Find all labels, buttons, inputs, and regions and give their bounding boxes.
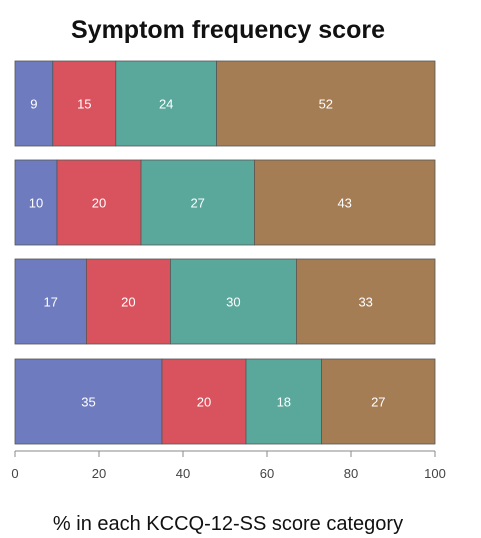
- data-label-row2-seg2: 20: [92, 196, 106, 211]
- data-label-row3-seg4: 33: [358, 295, 372, 310]
- bar-segment-row1-seg4: [216, 60, 436, 147]
- x-tick-label-0: 0: [11, 466, 18, 481]
- x-tick-label-100: 100: [424, 466, 446, 481]
- bar-segment-row3-seg4: [295, 258, 436, 345]
- bar-segment-row4-seg3: [245, 358, 322, 445]
- bars-group: 9 15 24 52 10 20 27 43 17 20 30 33 35 20 18 27: [14, 60, 436, 445]
- data-label-row1-seg4: 52: [319, 97, 333, 112]
- x-tick-label-40: 40: [176, 466, 190, 481]
- bar-segment-row3-seg1: [14, 258, 87, 345]
- bar-segment-row2-seg1: [14, 159, 58, 246]
- bar-row-2: 10 20 27 43: [14, 159, 436, 246]
- bar-segment-row4-seg2: [161, 358, 247, 445]
- bar-segment-row1-seg2: [52, 60, 117, 147]
- data-label-row2-seg3: 27: [190, 196, 204, 211]
- chart-title: Symptom frequency score: [71, 16, 385, 44]
- data-label-row4-seg1: 35: [81, 395, 95, 410]
- data-label-row4-seg3: 18: [277, 395, 291, 410]
- bar-segment-row3-seg2: [86, 258, 171, 345]
- bar-row-1: 9 15 24 52: [14, 60, 436, 147]
- bar-segment-row4-seg1: [14, 358, 163, 445]
- x-axis-ticks: 0 20 40 60 80 100: [11, 451, 446, 481]
- bar-segment-row1-seg3: [115, 60, 218, 147]
- data-label-row1-seg3: 24: [159, 97, 173, 112]
- bar-segment-row2-seg3: [140, 159, 255, 246]
- data-label-row3-seg3: 30: [226, 295, 240, 310]
- bar-row-4: 35 20 18 27: [14, 358, 436, 445]
- bar-segment-row2-seg4: [253, 159, 436, 246]
- data-label-row2-seg4: 43: [337, 196, 351, 211]
- data-label-row3-seg2: 20: [121, 295, 135, 310]
- bar-row-3: 17 20 30 33: [14, 258, 436, 345]
- x-axis-label: % in each KCCQ-12-SS score category: [53, 513, 403, 535]
- data-label-row2-seg1: 10: [29, 196, 43, 211]
- x-tick-label-60: 60: [260, 466, 274, 481]
- data-label-row1-seg2: 15: [77, 97, 91, 112]
- x-tick-label-80: 80: [344, 466, 358, 481]
- bar-segment-row2-seg2: [56, 159, 142, 246]
- bar-segment-row4-seg4: [321, 358, 436, 445]
- bar-segment-row1-seg1: [14, 60, 54, 147]
- data-label-row4-seg4: 27: [371, 395, 385, 410]
- data-label-row3-seg1: 17: [43, 295, 57, 310]
- data-label-row4-seg2: 20: [197, 395, 211, 410]
- x-tick-label-20: 20: [92, 466, 106, 481]
- data-label-row1-seg1: 9: [30, 97, 37, 112]
